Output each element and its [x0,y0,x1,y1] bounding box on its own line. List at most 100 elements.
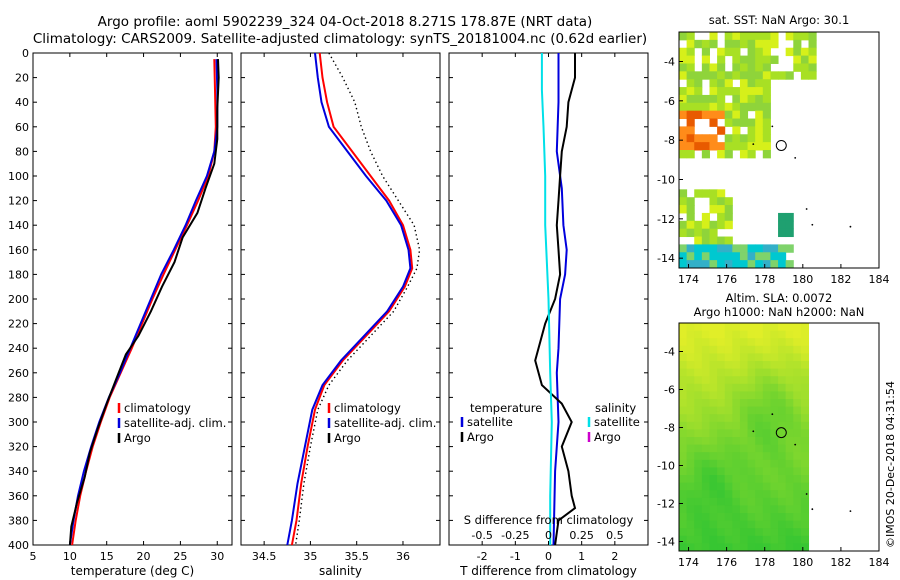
sla-cell [717,475,726,484]
sst-cell [717,252,726,261]
depth-tick-label: 360 [8,490,29,503]
differences-xlabel: T difference from climatology [459,564,637,578]
sst-cell [747,252,756,261]
sla-cell [793,406,802,415]
sla-cell [709,444,718,453]
sla-cell [800,383,810,392]
sla-cell [701,520,710,529]
sla-cell [732,414,741,423]
sla-cell [717,513,726,522]
sst-cell [724,212,733,222]
sla-cell [747,452,756,461]
sla-cell [732,490,741,499]
sst-cell [724,260,733,269]
legend-label: satellite-adj. clim. [334,416,436,430]
sla-cell [679,528,688,537]
sla-cell [770,520,779,529]
depth-tick-label: 240 [8,342,29,355]
sla-cell [755,406,764,415]
sla-cell [732,452,741,461]
sla-cell [724,520,733,529]
sst-cell [679,87,688,96]
sla-cell [755,345,764,354]
sla-cell [785,399,794,408]
sst-cell [747,32,756,41]
sst-cell [755,252,764,261]
sst-cell [762,39,771,49]
sst-cell [694,79,703,88]
depth-tick-label: 20 [15,72,29,85]
sla-cell [717,543,726,552]
legend-label: Argo [594,430,621,444]
sst-cell [808,55,817,64]
sla-cell [732,482,741,491]
diff-legend-left-title: temperature [470,401,542,415]
sla-cell [709,399,718,408]
sla-cell [739,459,749,468]
sla-cell [747,467,756,476]
sla-cell [724,406,733,415]
sst-cell [679,63,688,72]
depth-tick-label: 180 [8,268,29,281]
sst-cell [762,150,771,159]
sst-cell [770,260,779,269]
legend-label: Argo [334,431,361,445]
sla-cell [686,459,695,468]
sla-cell [709,323,718,332]
salinity-series-argo [294,52,421,546]
sst-cell [808,32,817,41]
sst-cell [686,110,695,120]
sst-cell [747,39,756,49]
s-diff-tick-label: 0 [545,529,552,542]
imos-credit: ©IMOS 20-Dec-2018 04:31:54 [884,381,897,548]
sla-cell [686,338,695,347]
sla-cell [770,338,779,347]
sla-cell [701,330,710,339]
legend-label: satellite [594,415,640,429]
sla-cell [679,323,688,332]
sst-cell [686,71,695,80]
sla-cell [785,497,794,506]
sla-cell [701,406,710,415]
sla-cell [679,505,688,514]
salinity-panel: 34.5 35 35.5 36 salinity climatologysatellite… [240,52,441,578]
sst-cell [709,71,718,80]
depth-tick-label: 400 [8,539,29,552]
sla-cell [755,505,764,514]
sla-cell [686,520,695,529]
sla-cell [701,459,710,468]
sla-cell [770,459,779,468]
sla-cell [717,376,726,385]
sla-cell [709,353,718,362]
sst-cell [747,142,756,151]
sst-cell [739,71,749,80]
sla-cell [762,528,771,537]
sla-cell [709,535,718,544]
sla-cell [694,383,703,392]
sla-cell [717,353,726,362]
sla-cell [762,475,771,484]
sst-cell [717,47,726,57]
sst-cell [717,189,726,198]
sla-cell [793,429,802,438]
sla-cell [778,376,787,385]
sst-cell [739,142,749,151]
sst-cell [785,47,794,57]
sst-cell [694,189,703,198]
sla-cell [724,543,733,552]
sla-cell [793,361,802,370]
sst-cell [739,55,749,64]
sla-cell [732,467,741,476]
depth-tick-label: 200 [8,293,29,306]
sla-cell [717,452,726,461]
sst-cell [694,228,703,238]
sst-cell [724,71,733,80]
sst-cell [717,94,726,104]
sla-cell [686,323,695,332]
sst-cell [732,94,741,104]
sla-map-ytick-label: -4 [664,346,675,359]
sla-cell [785,437,794,446]
sst-cell [679,205,688,214]
sla-cell [800,459,810,468]
